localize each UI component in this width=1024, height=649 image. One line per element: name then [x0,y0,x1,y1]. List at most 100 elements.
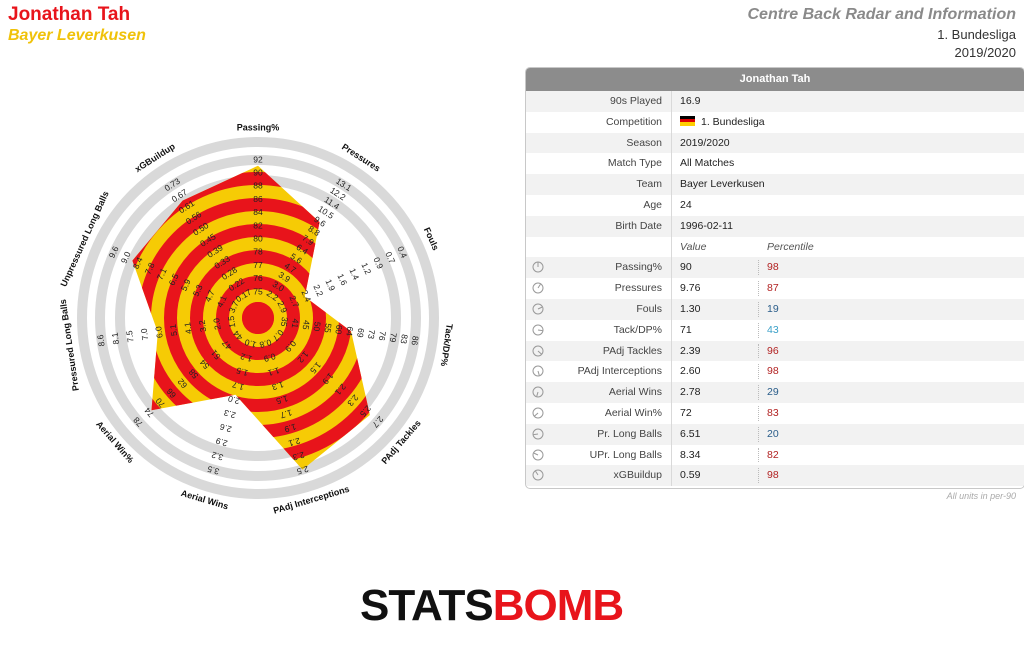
metric-dial-icon [532,303,544,315]
stat-percentile: 20 [767,427,779,440]
tick-label: 0.9 [262,351,276,364]
tick-label: 7.5 [124,330,136,343]
metric-dial-icon [532,428,544,440]
tick-label: 41 [290,318,301,329]
stat-percentile: 98 [767,261,779,274]
logo-part-bomb: BOMB [492,581,624,630]
tick-label: 6.0 [153,325,165,338]
tick-label: 7.1 [155,266,169,281]
info-row-age: Age 24 [526,194,1024,216]
tick-label: 1.2 [239,351,253,364]
tick-label: 92 [253,154,263,164]
stat-label: Tack/DP% [613,323,662,336]
stat-percentile: 82 [767,448,779,461]
tick-label: 9.6 [107,244,121,259]
tick-label: 2.1 [287,436,301,449]
tick-label: 1.5 [226,315,238,328]
tick-label: 3.5 [206,464,220,477]
tick-label: 3.7 [227,299,241,314]
player-name: Jonathan Tah [8,4,131,25]
tick-label: 4.7 [203,288,217,303]
stat-value: 2.78 [680,386,701,399]
stat-percentile: 87 [767,282,779,295]
stat-percentile: 29 [767,386,779,399]
stat-row: Aerial Wins 2.78 29 [526,382,1024,403]
header-season: 2019/2020 [954,45,1016,60]
stat-row: Aerial Win% 72 83 [526,402,1024,424]
stat-value: 6.51 [680,427,701,440]
stat-value: 71 [680,323,692,336]
tick-label: 69 [355,327,366,338]
radar-center [242,302,274,334]
stat-label: Aerial Win% [604,406,662,419]
tick-label: 55 [322,323,333,334]
metric-dial-icon [532,345,544,357]
stat-value: 8.34 [680,448,701,461]
stat-percentile: 96 [767,344,779,357]
tick-label: 2.6 [218,422,232,435]
stat-percentile: 19 [767,302,779,315]
tick-label: 73 [366,329,377,340]
tick-label: 83 [399,334,410,345]
units-footnote: All units in per-90 [946,491,1016,501]
metric-dial-icon [532,261,544,273]
tick-label: 7.8 [143,261,157,276]
metric-dial-icon [532,449,544,461]
stat-value: 2.39 [680,344,701,357]
tick-label: 0.9 [371,256,385,271]
tick-label: 86 [409,335,420,346]
tick-label: 2.0 [211,317,223,330]
logo-part-stats: STATS [360,581,494,630]
tick-label: 45 [301,320,312,331]
stat-label: Passing% [615,261,662,274]
tick-label: 1.1 [266,365,280,378]
metric-dial-icon [532,282,544,294]
stat-percentile: 83 [767,406,779,419]
tick-label: 2.9 [275,299,289,314]
tick-label: 2.2 [311,283,325,298]
metric-dial-icon [532,469,544,481]
stat-value: 9.76 [680,282,701,295]
stat-row: PAdj Tackles 2.39 96 [526,340,1024,362]
outer-ring [77,137,439,499]
tick-label: 90 [253,167,263,177]
metric-dial-icon [532,407,544,419]
tick-label: 76 [253,273,263,283]
axis-label: Passing% [237,122,280,132]
tick-label: 0.8 [258,337,272,350]
tick-label: 2.9 [214,436,228,449]
stat-row: Passing% 90 98 [526,257,1024,279]
stats-column-header: Value Percentile [526,236,1024,258]
tick-label: 2.5 [295,464,309,477]
tick-label: 76 [377,331,388,342]
stat-label: Pr. Long Balls [597,427,662,440]
info-rows: 90s Played 16.9 Competition 1. Bundesliga … [526,91,1024,237]
chart-title: Centre Back Radar and Information [747,6,1017,23]
stat-row: Fouls 1.30 19 [526,298,1024,320]
team-name: Bayer Leverkusen [8,27,146,44]
tick-label: 1.6 [335,272,349,287]
tick-label: 1.9 [323,278,337,293]
radar-band [190,250,326,386]
tick-label: 4.1 [215,294,229,309]
info-row-match-type: Match Type All Matches [526,153,1024,175]
info-row-competition: Competition 1. Bundesliga [526,111,1024,133]
stat-value: 0.59 [680,469,701,482]
stat-row: xGBuildup 0.59 98 [526,465,1024,487]
tick-label: 50 [311,321,322,332]
tick-label: 1.0 [243,337,257,350]
tick-label: 8.4 [131,255,145,270]
tick-label: 9.0 [119,250,133,265]
tick-label: 4.1 [182,321,194,334]
tick-label: 84 [253,207,263,217]
tick-label: 77 [253,260,263,270]
stats-rows: Passing% 90 98 Pressures 9.76 87 Fouls 1.30 19 Ta… [526,257,1024,487]
tick-label: 78 [253,247,263,257]
tick-label: 8.6 [95,334,107,347]
tick-label: 2.7 [287,294,301,309]
stat-label: Pressures [614,282,662,295]
info-row-90s: 90s Played 16.9 [526,91,1024,112]
tick-label: 2.3 [291,450,305,463]
metric-dial-icon [532,365,544,377]
stat-label: PAdj Interceptions [577,365,662,378]
